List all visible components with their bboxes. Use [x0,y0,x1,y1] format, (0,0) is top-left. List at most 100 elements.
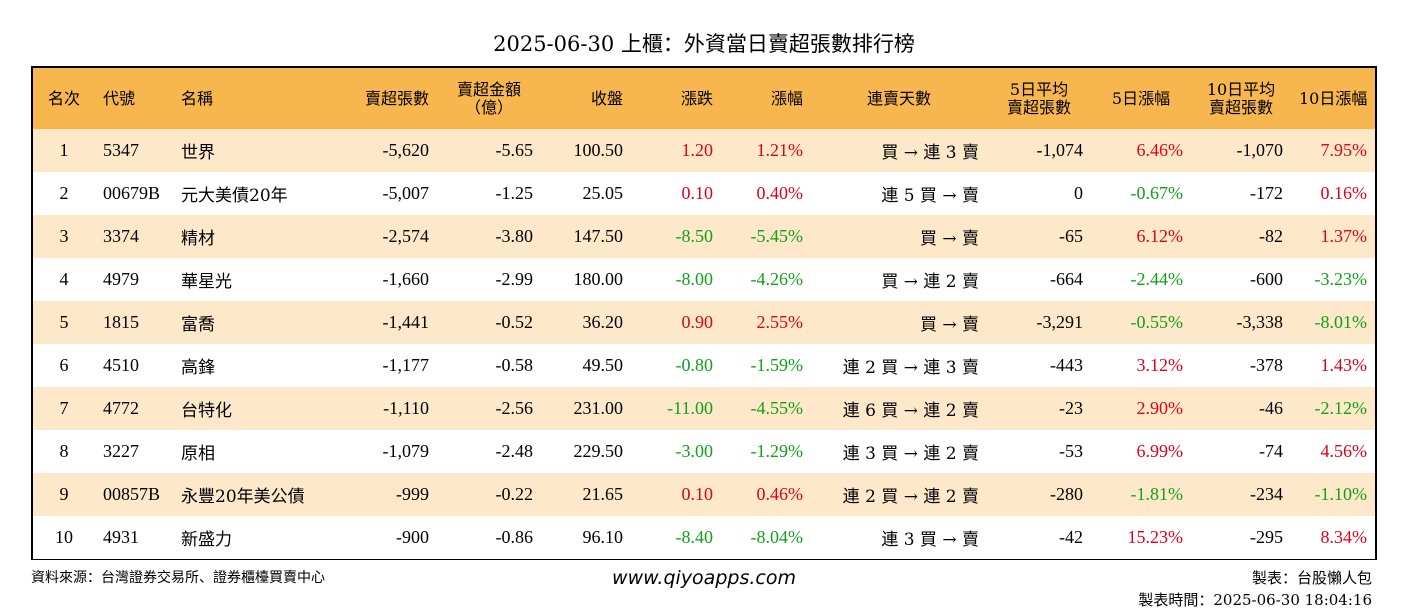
cell-avg10: -234 [1191,473,1291,516]
cell-code: 5347 [95,129,173,172]
cell-close: 36.20 [541,301,631,344]
cell-change-pct: 1.21% [721,129,811,172]
cell-avg10: -1,070 [1191,129,1291,172]
cell-change: -0.80 [631,344,721,387]
cell-avg5: -53 [987,430,1091,473]
cell-change: 0.10 [631,172,721,215]
cell-close: 100.50 [541,129,631,172]
cell-avg5: -23 [987,387,1091,430]
cell-change-pct: -4.26% [721,258,811,301]
cell-rank: 7 [33,387,95,430]
cell-change-pct: -4.55% [721,387,811,430]
cell-avg10: -74 [1191,430,1291,473]
table-row: 1 5347 世界 -5,620 -5.65 100.50 1.20 1.21% 買 → 連 3… [33,129,1375,172]
cell-streak: 連 6 買 → 連 2 賣 [811,387,987,430]
cell-rank: 2 [33,172,95,215]
header-streak: 連賣天數 [811,68,987,129]
cell-change: 0.10 [631,473,721,516]
header-pct10: 10日漲幅 [1291,68,1375,129]
cell-pct10: 7.95% [1291,129,1375,172]
cell-close: 96.10 [541,516,631,559]
cell-name: 精材 [173,215,333,258]
table-row: 6 4510 高鋒 -1,177 -0.58 49.50 -0.80 -1.59% 連 2 買 … [33,344,1375,387]
cell-sell-qty: -5,620 [333,129,437,172]
cell-rank: 10 [33,516,95,559]
table-row: 8 3227 原相 -1,079 -2.48 229.50 -3.00 -1.29% 連 3 買… [33,430,1375,473]
cell-sell-qty: -1,110 [333,387,437,430]
cell-code: 00857B [95,473,173,516]
table-header-row: 名次 代號 名稱 賣超張數 賣超金額 （億） 收盤 漲跌 漲幅 連賣天數 5日平… [33,68,1375,129]
cell-name: 華星光 [173,258,333,301]
cell-rank: 9 [33,473,95,516]
cell-avg10: -378 [1191,344,1291,387]
cell-streak: 連 3 買 → 賣 [811,516,987,559]
cell-rank: 6 [33,344,95,387]
cell-streak: 連 3 買 → 連 2 賣 [811,430,987,473]
cell-pct5: 6.99% [1091,430,1191,473]
cell-change-pct: -1.29% [721,430,811,473]
cell-avg10: -600 [1191,258,1291,301]
cell-sell-qty: -1,177 [333,344,437,387]
cell-change: -8.40 [631,516,721,559]
cell-pct5: 2.90% [1091,387,1191,430]
cell-streak: 連 2 買 → 連 3 賣 [811,344,987,387]
table-row: 3 3374 精材 -2,574 -3.80 147.50 -8.50 -5.45% 買 → 賣… [33,215,1375,258]
table-row: 2 00679B 元大美債20年 -5,007 -1.25 25.05 0.10 0.40% 連… [33,172,1375,215]
cell-pct10: 8.34% [1291,516,1375,559]
ranking-table: 名次 代號 名稱 賣超張數 賣超金額 （億） 收盤 漲跌 漲幅 連賣天數 5日平… [31,66,1377,560]
cell-code: 4510 [95,344,173,387]
cell-pct10: 1.37% [1291,215,1375,258]
cell-change-pct: -8.04% [721,516,811,559]
cell-code: 3374 [95,215,173,258]
cell-change-pct: 0.40% [721,172,811,215]
cell-avg5: -443 [987,344,1091,387]
cell-change-pct: 0.46% [721,473,811,516]
cell-pct5: -1.81% [1091,473,1191,516]
cell-sell-amount: -2.48 [437,430,541,473]
cell-streak: 連 2 買 → 連 2 賣 [811,473,987,516]
cell-name: 富喬 [173,301,333,344]
cell-rank: 4 [33,258,95,301]
header-sell-amount: 賣超金額 （億） [437,68,541,129]
cell-pct10: 0.16% [1291,172,1375,215]
cell-change: -3.00 [631,430,721,473]
cell-close: 25.05 [541,172,631,215]
cell-avg5: -42 [987,516,1091,559]
cell-sell-qty: -2,574 [333,215,437,258]
cell-avg10: -295 [1191,516,1291,559]
cell-code: 00679B [95,172,173,215]
cell-close: 21.65 [541,473,631,516]
table-row: 4 4979 華星光 -1,660 -2.99 180.00 -8.00 -4.26% 買 → … [33,258,1375,301]
cell-name: 台特化 [173,387,333,430]
cell-code: 1815 [95,301,173,344]
header-change-pct: 漲幅 [721,68,811,129]
cell-code: 4931 [95,516,173,559]
cell-sell-qty: -1,079 [333,430,437,473]
cell-sell-amount: -2.56 [437,387,541,430]
cell-pct5: -0.67% [1091,172,1191,215]
cell-change: -8.00 [631,258,721,301]
cell-streak: 買 → 連 2 賣 [811,258,987,301]
cell-change: 1.20 [631,129,721,172]
cell-avg5: -1,074 [987,129,1091,172]
cell-pct10: -8.01% [1291,301,1375,344]
cell-rank: 3 [33,215,95,258]
table-row: 9 00857B 永豐20年美公債 -999 -0.22 21.65 0.10 0.46% 連 … [33,473,1375,516]
cell-sell-qty: -900 [333,516,437,559]
cell-change-pct: -5.45% [721,215,811,258]
cell-pct5: 6.12% [1091,215,1191,258]
table-row: 5 1815 富喬 -1,441 -0.52 36.20 0.90 2.55% 買 → 賣 -3,… [33,301,1375,344]
cell-code: 4772 [95,387,173,430]
website-link[interactable]: www.qiyoapps.com [612,567,796,589]
cell-sell-qty: -1,660 [333,258,437,301]
header-avg5: 5日平均 賣超張數 [987,68,1091,129]
header-pct5: 5日漲幅 [1091,68,1191,129]
cell-avg5: -280 [987,473,1091,516]
cell-close: 180.00 [541,258,631,301]
page-title: 2025-06-30 上櫃：外資當日賣超張數排行榜 [493,32,915,56]
cell-sell-qty: -999 [333,473,437,516]
author-credit: 製表：台股懶人包 [1251,569,1372,587]
cell-pct5: 3.12% [1091,344,1191,387]
cell-close: 49.50 [541,344,631,387]
cell-avg5: -664 [987,258,1091,301]
